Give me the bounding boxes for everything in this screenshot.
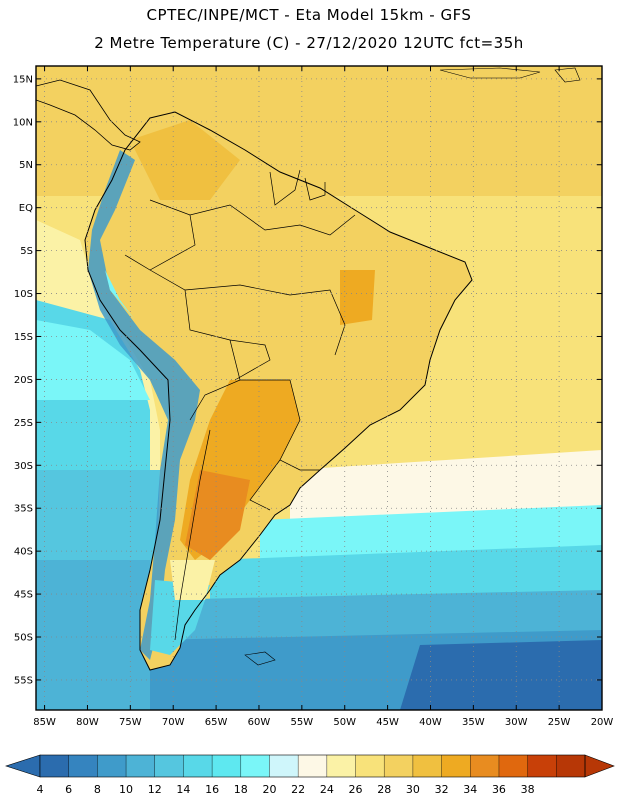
colorbar-label: 28 bbox=[377, 783, 391, 796]
central-america-land bbox=[36, 79, 141, 151]
caribbean-islands bbox=[439, 67, 541, 79]
map-frame bbox=[35, 65, 603, 711]
colorbar-swatch bbox=[355, 755, 385, 777]
falkland-islands bbox=[244, 651, 276, 666]
coastline bbox=[84, 111, 473, 671]
longitude-labels: 85W 80W 75W 70W 65W 60W 55W 50W 45W 40W 35W 30W 25W 2… bbox=[33, 717, 613, 728]
colorbar-swatch bbox=[68, 755, 98, 777]
latitude-labels: 15N 10N 5N EQ 5S 10S 15S 20S 25S 30S 35S 40S 45S 50S 5… bbox=[13, 74, 33, 686]
map-subtitle: 2 Metre Temperature (C) - 27/12/2020 12U… bbox=[94, 34, 524, 52]
colorbar-border bbox=[39, 754, 586, 778]
colorbar-swatch bbox=[498, 755, 529, 777]
colorbar-label: 20 bbox=[262, 783, 276, 796]
colorbar-swatch bbox=[556, 755, 586, 777]
lon-label: 70W bbox=[162, 717, 185, 728]
lon-label: 65W bbox=[205, 717, 228, 728]
colorbar-label: 26 bbox=[349, 783, 363, 796]
country-borders bbox=[124, 169, 356, 641]
colorbar-swatch bbox=[97, 755, 127, 777]
colorbar-swatch bbox=[441, 755, 471, 777]
colorbar-label: 10 bbox=[119, 783, 133, 796]
lon-label: 80W bbox=[76, 717, 99, 728]
lat-label: 10S bbox=[14, 289, 33, 300]
lat-label: 15S bbox=[14, 332, 33, 343]
lon-label: 60W bbox=[248, 717, 271, 728]
colorbar-label: 38 bbox=[521, 783, 535, 796]
lat-label: 5S bbox=[20, 246, 33, 257]
colorbar-swatch bbox=[154, 755, 184, 777]
lat-label: 45S bbox=[14, 590, 33, 601]
lat-label: 35S bbox=[14, 504, 33, 515]
lat-label: 50S bbox=[14, 633, 33, 644]
colorbar-label: 22 bbox=[291, 783, 305, 796]
colorbar-low-arrow bbox=[5, 754, 41, 778]
map-title: CPTEC/INPE/MCT - Eta Model 15km - GFS bbox=[146, 6, 472, 24]
lat-label: EQ bbox=[19, 203, 33, 214]
colorbar-swatch bbox=[384, 755, 414, 777]
lat-label: 10N bbox=[13, 117, 33, 128]
colorbar-swatch bbox=[470, 755, 500, 777]
ocean-band-pacific-far-south bbox=[36, 560, 150, 710]
colorbar-swatch bbox=[240, 755, 270, 777]
lat-label: 20S bbox=[14, 375, 33, 386]
colorbar-label: 12 bbox=[148, 783, 162, 796]
colorbar-high-arrow bbox=[584, 754, 615, 778]
lon-label: 20W bbox=[591, 717, 614, 728]
lat-label: 40S bbox=[14, 547, 33, 558]
hot-region-northeast bbox=[340, 270, 375, 325]
colorbar-label: 4 bbox=[37, 783, 44, 796]
ocean-band-pacific-coast bbox=[36, 320, 150, 400]
lon-label: 25W bbox=[548, 717, 571, 728]
ocean-band-southern-coldest bbox=[400, 640, 602, 710]
colorbar-swatch bbox=[126, 755, 156, 777]
colorbar-swatch bbox=[527, 755, 557, 777]
colorbar-swatch bbox=[269, 755, 299, 777]
lat-label: 15N bbox=[13, 74, 33, 85]
colorbar-label: 34 bbox=[463, 783, 477, 796]
andes-cold-strip bbox=[88, 150, 200, 660]
colorbar-swatch bbox=[298, 755, 328, 777]
hot-region-pampa bbox=[185, 470, 250, 560]
colorbar-label: 30 bbox=[406, 783, 420, 796]
lon-label: 85W bbox=[33, 717, 56, 728]
lat-lon-grid bbox=[36, 66, 603, 710]
patagonia-mild bbox=[170, 560, 215, 600]
lon-label: 75W bbox=[119, 717, 142, 728]
caribbean-small-island bbox=[554, 67, 581, 83]
lon-label: 55W bbox=[291, 717, 314, 728]
colorbar-labels: 4 6 8 10 12 14 16 18 20 22 24 26 28 30 32 34 36 38 bbox=[37, 783, 535, 796]
colorbar bbox=[5, 754, 615, 778]
lat-label: 25S bbox=[14, 418, 33, 429]
lon-label: 35W bbox=[462, 717, 485, 728]
warm-region-north bbox=[130, 120, 240, 200]
colorbar-swatch bbox=[183, 755, 213, 777]
colorbar-label: 18 bbox=[234, 783, 248, 796]
lon-label: 50W bbox=[333, 717, 356, 728]
colorbar-swatch bbox=[212, 755, 242, 777]
colorbar-swatch bbox=[40, 755, 70, 777]
lat-label: 5N bbox=[19, 160, 33, 171]
colorbar-label: 24 bbox=[320, 783, 334, 796]
colorbar-label: 8 bbox=[94, 783, 101, 796]
colorbar-label: 32 bbox=[435, 783, 449, 796]
lat-label: 55S bbox=[14, 675, 33, 686]
lon-label: 40W bbox=[419, 717, 442, 728]
lat-label: 30S bbox=[14, 461, 33, 472]
colorbar-label: 16 bbox=[205, 783, 219, 796]
colorbar-label: 6 bbox=[65, 783, 72, 796]
colorbar-swatch bbox=[326, 755, 357, 777]
colorbar-swatch bbox=[412, 755, 443, 777]
temperature-field bbox=[36, 66, 602, 710]
colorbar-label: 36 bbox=[492, 783, 506, 796]
colorbar-label: 14 bbox=[176, 783, 190, 796]
lon-label: 30W bbox=[505, 717, 528, 728]
lon-label: 45W bbox=[376, 717, 399, 728]
